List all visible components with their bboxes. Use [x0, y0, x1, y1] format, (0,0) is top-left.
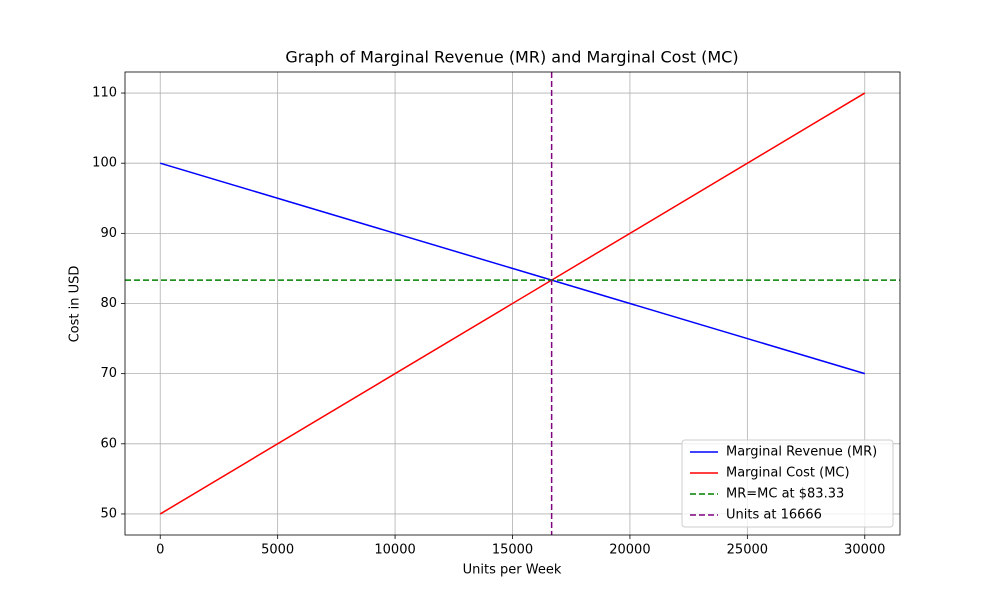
x-tick-label: 15000	[492, 543, 533, 558]
y-tick-label: 90	[100, 226, 117, 241]
x-tick-label: 20000	[609, 543, 650, 558]
y-axis-label: Cost in USD	[68, 266, 83, 343]
y-tick-label: 80	[100, 296, 117, 311]
legend-label: MR=MC at $83.33	[726, 487, 844, 502]
y-tick-label: 110	[92, 86, 117, 101]
y-tick-label: 60	[100, 436, 117, 451]
legend-label: Units at 16666	[726, 508, 822, 523]
legend-label: Marginal Cost (MC)	[726, 466, 850, 481]
y-tick-label: 100	[92, 156, 117, 171]
x-tick-label: 0	[156, 543, 164, 558]
x-axis-label: Units per Week	[463, 563, 562, 578]
legend-box	[681, 439, 894, 528]
x-tick-label: 30000	[844, 543, 885, 558]
legend-label: Marginal Revenue (MR)	[726, 445, 877, 460]
line-series	[160, 162, 865, 375]
y-tick-label: 50	[100, 506, 117, 521]
x-tick-label: 25000	[727, 543, 768, 558]
line-series	[159, 92, 866, 515]
plot-frame	[124, 71, 901, 536]
chart-title: Graph of Marginal Revenue (MR) and Margi…	[285, 48, 738, 67]
legend: Marginal Revenue (MR) Marginal Cost (MC) M…	[681, 439, 894, 528]
x-tick-label: 5000	[261, 543, 294, 558]
y-tick-label: 70	[100, 366, 117, 381]
x-tick-label: 10000	[374, 543, 415, 558]
